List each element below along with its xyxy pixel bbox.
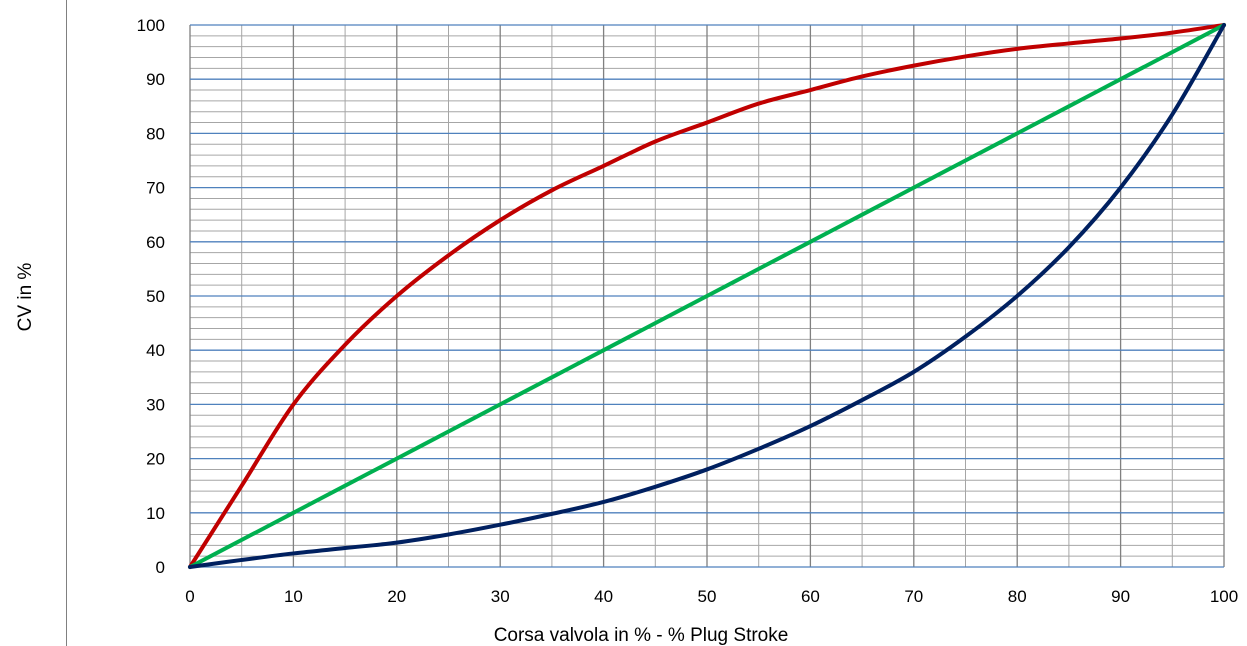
y-tick-label: 90	[146, 70, 165, 89]
y-tick-label: 30	[146, 395, 165, 414]
x-tick-label: 40	[594, 587, 613, 606]
y-axis-title: CV in %	[15, 263, 36, 332]
y-tick-label: 70	[146, 179, 165, 198]
x-tick-label: 50	[698, 587, 717, 606]
x-tick-label: 0	[185, 587, 194, 606]
x-axis-title: Corsa valvola in % - % Plug Stroke	[494, 625, 789, 646]
x-tick-label: 100	[1210, 587, 1238, 606]
x-tick-label: 90	[1111, 587, 1130, 606]
series-layer	[188, 23, 1226, 569]
x-tick-labels: 0 10 20 30 40 50 60 70 80 90 100	[185, 587, 1238, 606]
series-line-3	[188, 23, 1226, 569]
y-tick-label: 20	[146, 450, 165, 469]
x-tick-label: 10	[284, 587, 303, 606]
x-tick-label: 20	[387, 587, 406, 606]
y-tick-label: 100	[137, 16, 165, 35]
y-tick-label: 0	[156, 558, 165, 577]
y-tick-label: 60	[146, 233, 165, 252]
x-tick-label: 60	[801, 587, 820, 606]
grid	[189, 24, 1225, 568]
series-line-2	[188, 23, 1226, 569]
y-tick-label: 50	[146, 287, 165, 306]
y-tick-label: 80	[146, 124, 165, 143]
x-tick-label: 80	[1008, 587, 1027, 606]
series-line-1	[188, 23, 1226, 569]
y-tick-label: 10	[146, 504, 165, 523]
y-tick-labels: 0 10 20 30 40 50 60 70 80 90 100	[137, 16, 165, 577]
x-tick-label: 30	[491, 587, 510, 606]
x-tick-label: 70	[904, 587, 923, 606]
y-tick-label: 40	[146, 341, 165, 360]
